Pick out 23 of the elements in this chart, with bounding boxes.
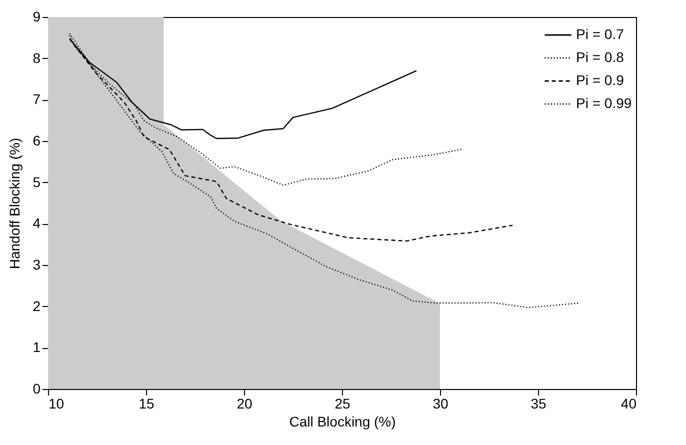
y-tick-label: 3 bbox=[32, 256, 41, 272]
legend-label: Pi = 0.99 bbox=[576, 95, 632, 111]
legend-label: Pi = 0.7 bbox=[576, 26, 624, 42]
y-tick-label: 6 bbox=[32, 132, 41, 148]
x-tick-label: 10 bbox=[48, 396, 64, 412]
y-tick-label: 9 bbox=[32, 8, 41, 24]
y-tick-label: 0 bbox=[32, 380, 41, 396]
y-tick-label: 1 bbox=[32, 339, 41, 356]
y-tick-label: 8 bbox=[32, 50, 41, 66]
legend-label: Pi = 0.8 bbox=[576, 49, 624, 65]
y-tick-label: 4 bbox=[32, 215, 41, 232]
x-tick-label: 35 bbox=[530, 396, 546, 412]
x-tick-label: 30 bbox=[432, 396, 448, 412]
x-tick-label: 20 bbox=[236, 396, 252, 412]
y-tick-label: 5 bbox=[32, 174, 41, 190]
y-tick-label: 7 bbox=[32, 91, 41, 108]
x-tick-label: 40 bbox=[620, 396, 637, 412]
y-axis-title: Handoff Blocking (%) bbox=[6, 138, 23, 270]
x-axis-title: Call Blocking (%) bbox=[289, 414, 396, 430]
x-tick-label: 15 bbox=[138, 396, 154, 412]
x-tick-label: 25 bbox=[334, 396, 350, 412]
y-tick-label: 2 bbox=[32, 298, 41, 314]
legend-label: Pi = 0.9 bbox=[576, 72, 624, 88]
